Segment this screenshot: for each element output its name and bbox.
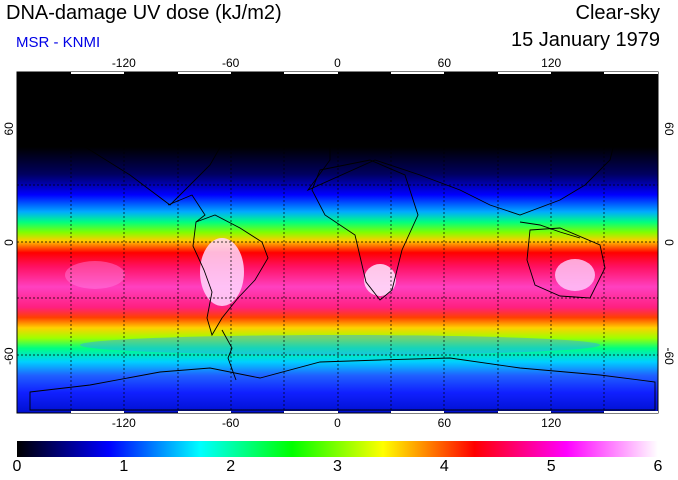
lon-tick-bottom: 60 (438, 416, 452, 430)
lon-tick-top: 120 (541, 56, 561, 70)
coastlines (29, 89, 656, 411)
frame-border-bars (71, 72, 658, 413)
graticule (17, 72, 658, 413)
date-label: 15 January 1979 (510, 29, 660, 51)
lon-tick-top: 0 (334, 56, 341, 70)
hotspot-south-america (200, 238, 244, 306)
lat-tick-right: 0 (662, 239, 676, 246)
lon-tick-top: -120 (112, 56, 136, 70)
colorbar-tick-label: 5 (546, 458, 556, 475)
credit-label: MSR - KNMI (16, 34, 101, 51)
hotspot-australia (555, 259, 595, 291)
lon-tick-bottom: 120 (541, 416, 561, 430)
map-title: DNA-damage UV dose (kJ/m2) (6, 2, 282, 24)
hotspot-pacific (65, 261, 125, 289)
antarctic-light-band (80, 335, 600, 355)
colorbar (17, 441, 658, 457)
colorbar-tick-label: 0 (12, 458, 22, 475)
lon-tick-bottom: -120 (112, 416, 136, 430)
lat-tick-left: 60 (2, 122, 16, 136)
lon-tick-bottom: 0 (334, 416, 341, 430)
lat-tick-right: 60 (662, 122, 676, 136)
hotspot-southern-africa (364, 264, 396, 296)
colorbar-tick-label: 3 (333, 458, 342, 475)
lon-tick-top: -60 (222, 56, 240, 70)
colorbar-tick-label: 2 (226, 458, 236, 475)
lat-tick-right: -60 (662, 347, 676, 365)
lat-tick-left: 0 (2, 239, 16, 246)
lon-tick-bottom: -60 (222, 416, 240, 430)
colorbar-tick-label: 1 (119, 458, 129, 475)
colorbar-tick-label: 6 (653, 458, 663, 475)
uv-map: -120 -60 0 60 120 -120 -60 0 60 120 60 0 -60 60 0 -6… (2, 56, 676, 430)
lat-tick-left: -60 (2, 347, 16, 365)
sky-condition: Clear-sky (575, 2, 660, 24)
colorbar-tick-label: 4 (439, 458, 449, 475)
lon-tick-top: 60 (438, 56, 452, 70)
